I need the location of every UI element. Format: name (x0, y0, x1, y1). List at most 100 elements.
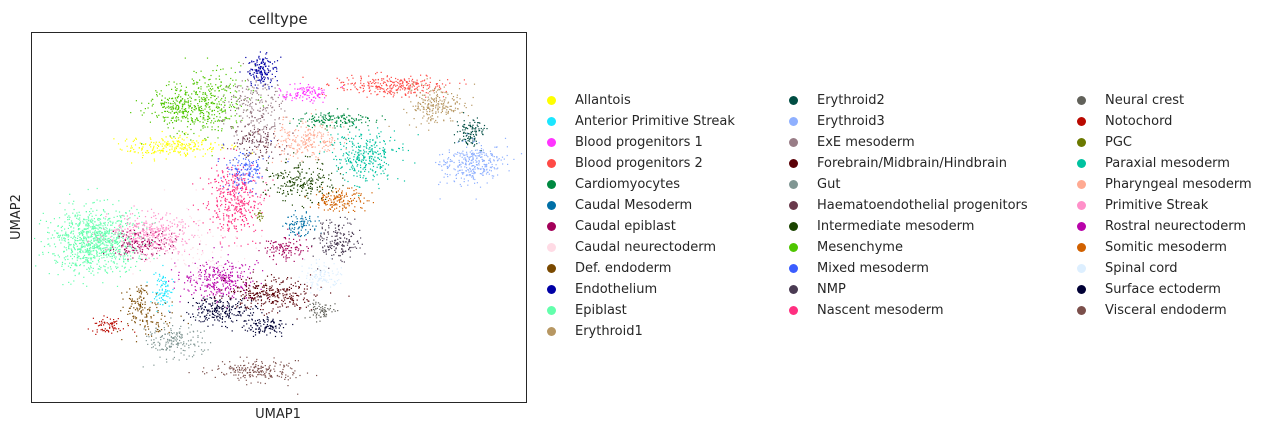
point-primitive-streak (193, 236, 195, 238)
point-cardiomyocytes (329, 118, 331, 120)
point-paraxial-mesoderm (367, 140, 369, 142)
point-epiblast (97, 231, 99, 233)
point-erythroid2 (477, 125, 479, 128)
point-paraxial-mesoderm (360, 137, 362, 140)
point-epiblast (103, 199, 105, 201)
point-pharyngeal-mesoderm (313, 152, 315, 154)
point-epiblast (93, 227, 95, 230)
point-epiblast (119, 276, 121, 278)
point-paraxial-mesoderm (358, 170, 360, 172)
point-nascent-mesoderm (249, 191, 251, 193)
point-blood-progenitors-2 (328, 84, 330, 87)
point-nascent-mesoderm (246, 223, 249, 225)
point-allantois (189, 144, 191, 146)
point-mesenchyme (213, 122, 215, 124)
point-erythroid1 (443, 120, 445, 122)
point-allantois (194, 144, 196, 146)
point-nascent-mesoderm (206, 205, 208, 207)
point-nascent-mesoderm (254, 204, 256, 207)
point-allantois (235, 145, 237, 147)
point-primitive-streak (150, 231, 152, 233)
point-paraxial-mesoderm (369, 139, 371, 141)
point-primitive-streak (160, 236, 162, 238)
point-pharyngeal-mesoderm (294, 130, 296, 132)
point-mesenchyme (229, 83, 231, 85)
point-paraxial-mesoderm (373, 158, 375, 160)
point-erythroid3 (483, 152, 485, 154)
point-epiblast (97, 246, 99, 248)
point-mesenchyme (141, 102, 143, 104)
point-paraxial-mesoderm (358, 158, 360, 160)
point-mesenchyme (211, 120, 213, 122)
point-exe-mesoderm (258, 122, 260, 124)
point-paraxial-mesoderm (377, 157, 379, 159)
point-nascent-mesoderm (228, 245, 230, 247)
point-exe-mesoderm (257, 118, 259, 120)
point-paraxial-mesoderm (336, 170, 338, 172)
point-pharyngeal-mesoderm (307, 135, 309, 137)
point-caudal-epiblast (164, 253, 166, 255)
point-mesenchyme (211, 129, 213, 131)
point-haematoendothelial-progenitors (249, 134, 251, 136)
point-erythroid3 (469, 168, 472, 170)
point-haematoendothelial-progenitors (227, 148, 229, 150)
point-epiblast (73, 280, 75, 282)
point-primitive-streak (156, 235, 158, 237)
point-nascent-mesoderm (209, 229, 211, 231)
point-paraxial-mesoderm (352, 149, 354, 151)
point-paraxial-mesoderm (353, 167, 355, 169)
point-epiblast (35, 265, 37, 267)
point-pharyngeal-mesoderm (281, 135, 283, 137)
point-mesenchyme (196, 94, 199, 96)
point-erythroid3 (481, 173, 483, 175)
point-nascent-mesoderm (222, 195, 225, 197)
point-primitive-streak (165, 228, 167, 230)
point-caudal-epiblast (126, 247, 128, 249)
point-nascent-mesoderm (219, 193, 221, 195)
point-nascent-mesoderm (235, 225, 237, 227)
point-blood-progenitors-2 (344, 84, 346, 86)
point-mesenchyme (222, 119, 224, 121)
point-exe-mesoderm (264, 87, 266, 89)
point-blood-progenitors-2 (382, 82, 384, 84)
point-erythroid3 (495, 164, 497, 166)
point-nascent-mesoderm (240, 212, 242, 214)
point-blood-progenitors-1 (289, 94, 291, 96)
point-epiblast (77, 235, 79, 237)
point-erythroid3 (469, 174, 471, 176)
point-epiblast (82, 231, 84, 233)
point-mesenchyme (172, 122, 174, 124)
point-epiblast (87, 261, 90, 264)
point-cardiomyocytes (313, 124, 315, 126)
point-endothelium (260, 72, 262, 74)
point-erythroid1 (461, 111, 463, 113)
point-epiblast (56, 232, 58, 235)
point-mesenchyme (208, 99, 210, 101)
point-paraxial-mesoderm (337, 166, 339, 169)
point-mesenchyme (210, 92, 212, 94)
point-mesenchyme (181, 103, 183, 105)
point-allantois (214, 142, 216, 144)
point-mesenchyme (148, 102, 150, 104)
point-haematoendothelial-progenitors (252, 133, 255, 135)
point-haematoendothelial-progenitors (257, 146, 259, 148)
point-mesenchyme (218, 107, 220, 109)
point-epiblast (116, 243, 119, 245)
point-blood-progenitors-1 (323, 93, 325, 95)
point-epiblast (102, 225, 104, 227)
point-erythroid1 (427, 96, 429, 98)
point-blood-progenitors-2 (436, 83, 438, 85)
point-erythroid3 (444, 163, 446, 166)
point-nascent-mesoderm (245, 186, 248, 188)
point-pharyngeal-mesoderm (313, 153, 315, 155)
point-erythroid2 (472, 127, 474, 129)
point-erythroid2 (479, 122, 481, 124)
point-blood-progenitors-2 (381, 88, 383, 90)
point-epiblast (64, 259, 66, 261)
point-mesenchyme (174, 92, 176, 95)
point-epiblast (70, 248, 72, 250)
point-erythroid3 (472, 138, 474, 140)
point-epiblast (139, 258, 141, 260)
point-cardiomyocytes (344, 118, 347, 120)
point-mesenchyme (199, 110, 201, 112)
